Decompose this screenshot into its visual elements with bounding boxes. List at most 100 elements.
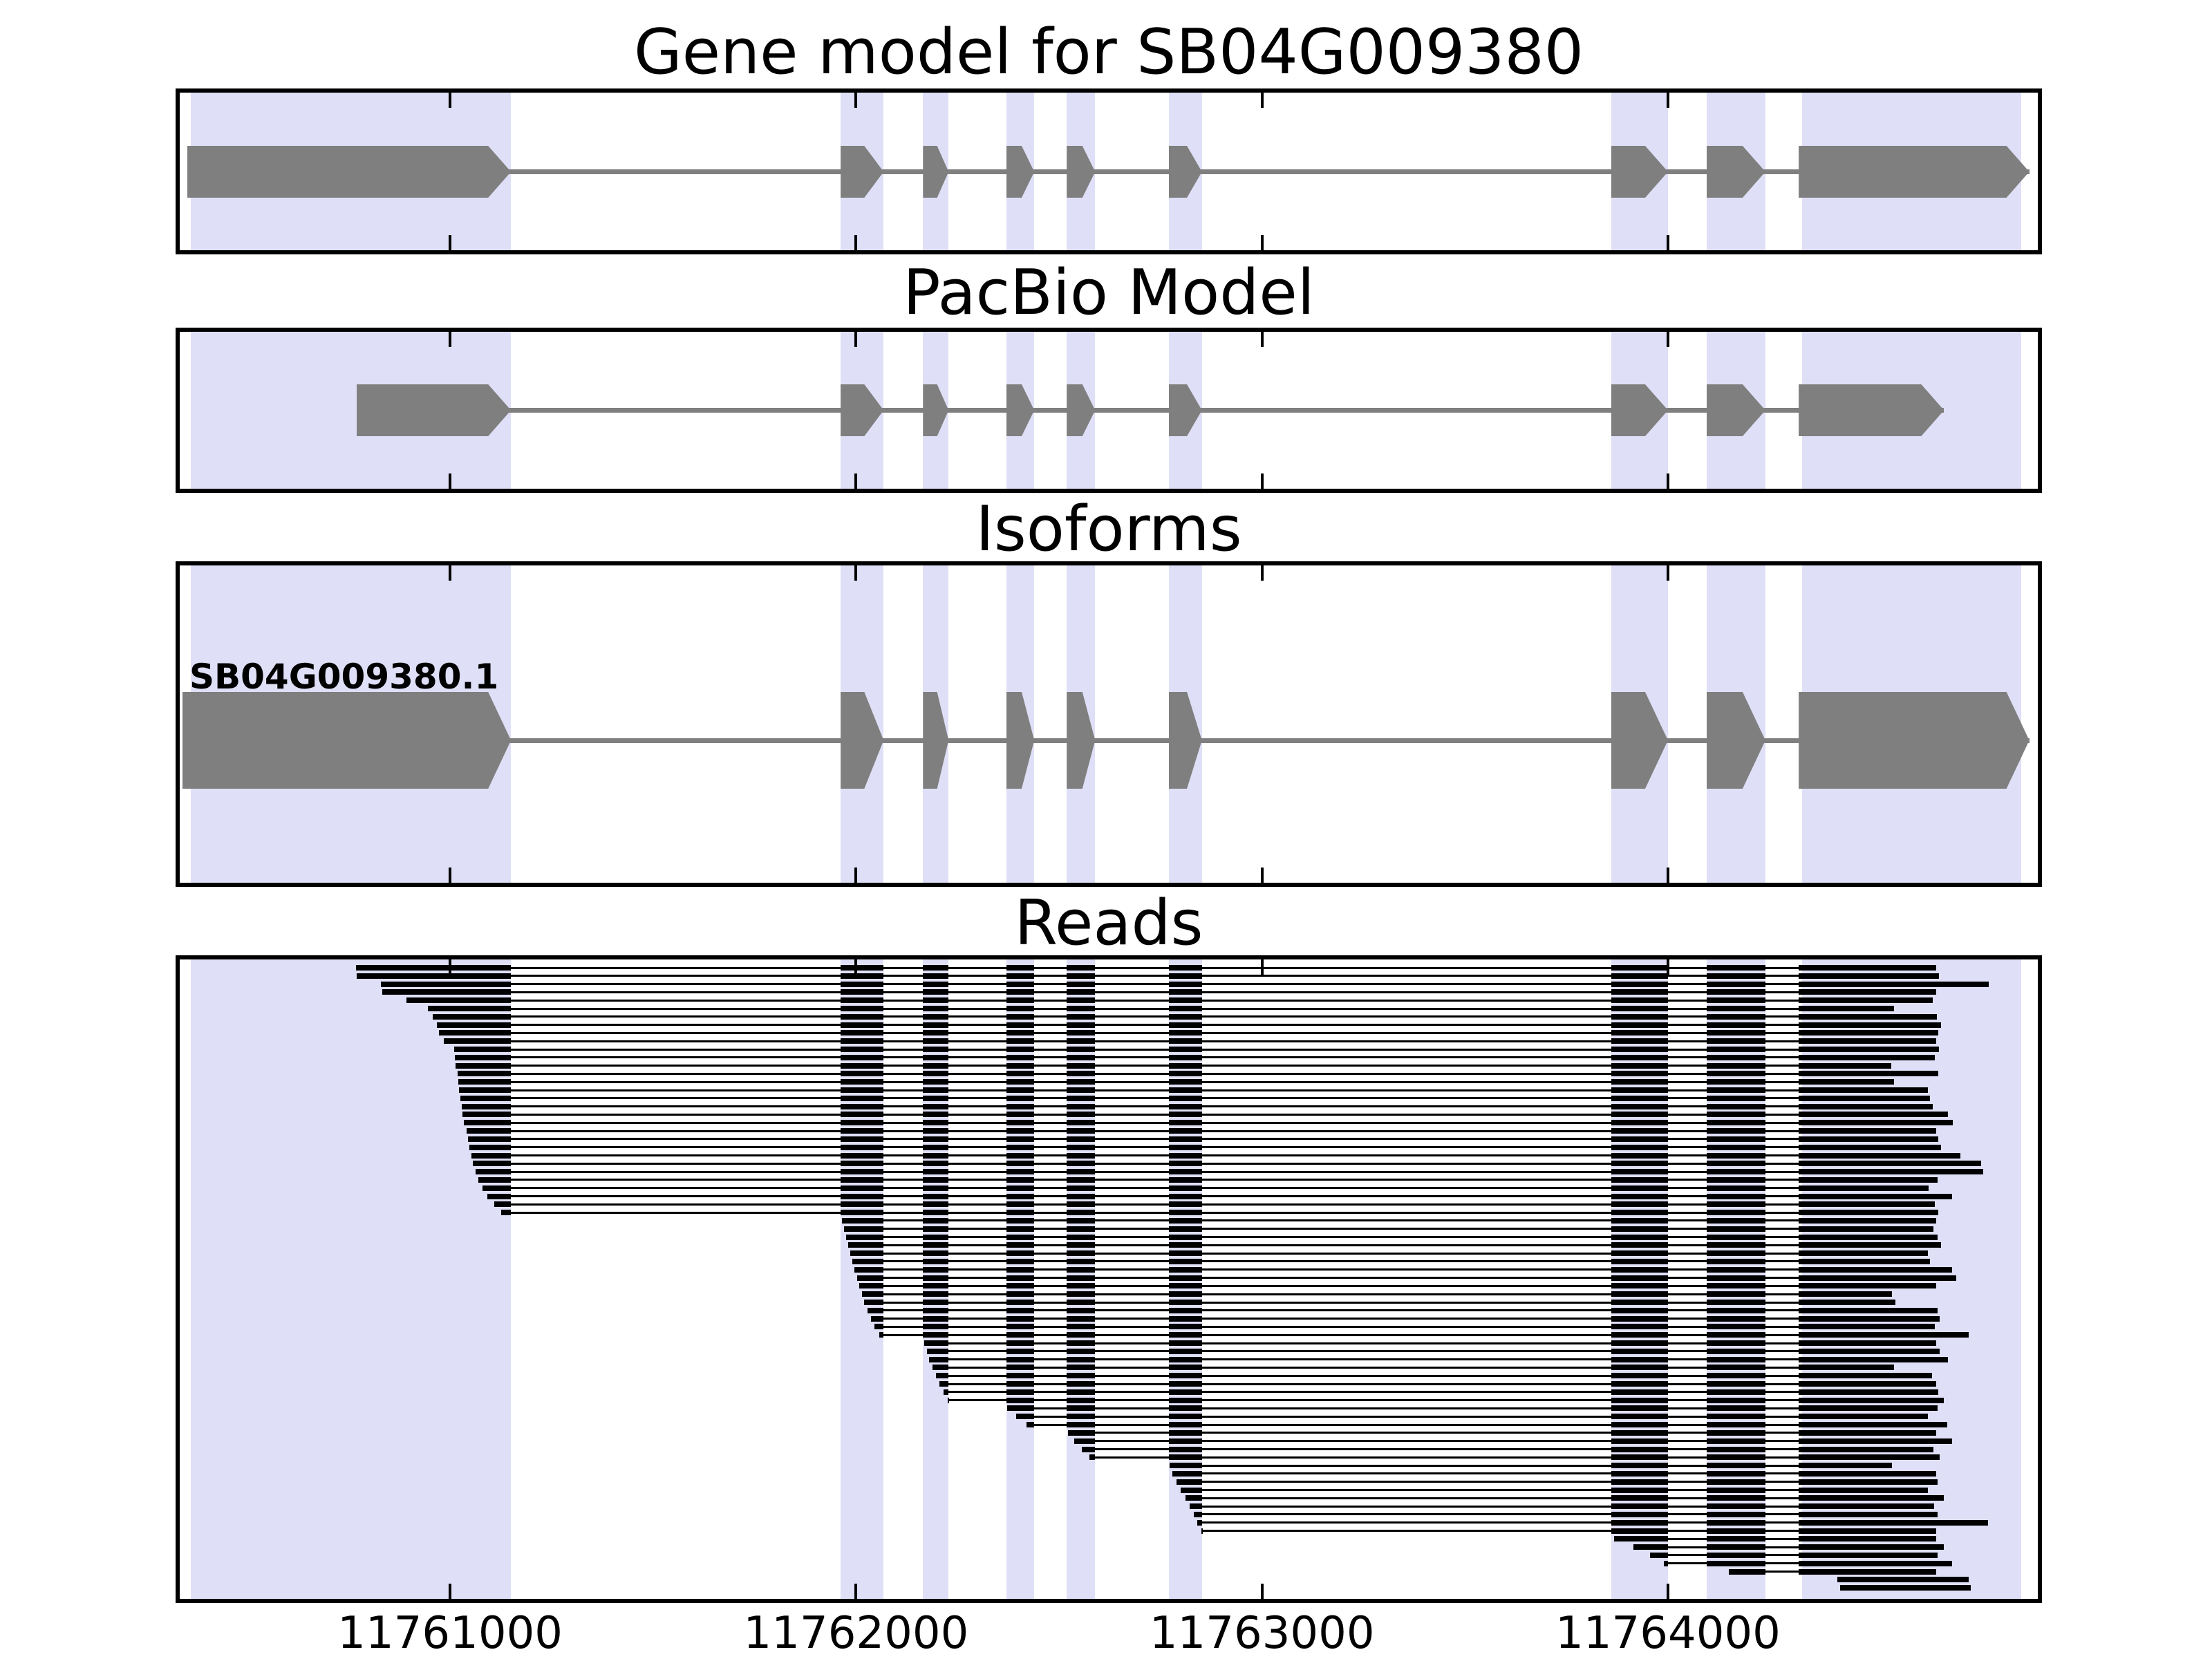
read-exon-block [1067, 1357, 1096, 1362]
read-exon-block [1611, 1120, 1668, 1125]
read-exon-block [1799, 1414, 1928, 1419]
read-exon-block [1611, 1145, 1668, 1150]
read-exon-block [1172, 1471, 1202, 1477]
read-exon-block [1168, 1414, 1202, 1419]
read-exon-block [845, 1235, 884, 1240]
read-exon-block [1611, 1291, 1668, 1297]
read-exon-block [1067, 1120, 1096, 1125]
read-exon-block [1067, 1324, 1096, 1329]
read-exon-block [923, 1128, 949, 1134]
read-exon-block [1168, 1340, 1202, 1346]
read-exon-block [923, 1308, 949, 1313]
read-exon-block [1799, 989, 1936, 995]
read-exon-block [1067, 1112, 1096, 1117]
read-exon-block [870, 1316, 884, 1322]
read-exon-block [1006, 982, 1035, 987]
read-intron-line [867, 1309, 1938, 1311]
read-exon-block [1799, 1014, 1937, 1020]
read-exon-block [1799, 1316, 1940, 1322]
read-exon-block [1649, 1553, 1668, 1558]
read-exon-block [923, 1275, 949, 1281]
read-exon-block [841, 1136, 884, 1142]
read-exon-block [1006, 989, 1035, 995]
read-exon-block [1168, 1169, 1202, 1174]
read-exon-block [1611, 1063, 1668, 1069]
read-exon-block [1067, 973, 1096, 979]
read-exon-block [1664, 1561, 1668, 1566]
read-exon-block [1706, 1324, 1765, 1329]
read-exon-block [1067, 1398, 1096, 1403]
read-exon-block [1611, 1389, 1668, 1395]
read-exon-block [1006, 1177, 1035, 1183]
read-intron-line [475, 1171, 1983, 1173]
read-exon-block [1168, 1291, 1202, 1297]
read-exon-block [1067, 1006, 1096, 1011]
read-exon-block [1067, 1104, 1096, 1109]
read-exon-block [406, 997, 512, 1003]
read-exon-block [1168, 1365, 1202, 1370]
read-intron-line [874, 1326, 1936, 1328]
read-exon-block [1799, 982, 1989, 987]
read-exon-block [1706, 1332, 1765, 1338]
read-exon-block [1706, 1047, 1765, 1052]
read-exon-block [1006, 1349, 1035, 1354]
read-exon-block [1168, 1006, 1202, 1011]
read-exon-block [1611, 1528, 1668, 1534]
read-intron-line [473, 1163, 1982, 1165]
read-exon-block [1799, 1447, 1934, 1452]
read-exon-block [1611, 1283, 1668, 1288]
read-exon-block [841, 1071, 884, 1076]
read-exon-block [433, 1014, 512, 1020]
read-exon-block [1799, 1373, 1932, 1378]
read-exon-block [478, 1177, 512, 1183]
read-exon-block [1611, 1275, 1668, 1281]
read-exon-block [1706, 1022, 1765, 1028]
read-exon-block [1168, 1194, 1202, 1199]
read-exon-block [1706, 1177, 1765, 1183]
read-intron-line [1074, 1440, 1953, 1442]
read-exon-block [1706, 1259, 1765, 1264]
read-exon-block [1611, 1104, 1668, 1109]
axis-tick-mark [854, 868, 858, 883]
read-exon-block [1706, 1128, 1765, 1134]
read-exon-block [1706, 1291, 1765, 1297]
read-exon-block [923, 1177, 949, 1183]
read-exon-block [1706, 997, 1765, 1003]
read-intron-line [856, 1277, 1956, 1279]
read-exon-block [1168, 1226, 1202, 1232]
read-exon-block [932, 1365, 949, 1370]
read-exon-block [1799, 1430, 1936, 1436]
read-exon-block [1706, 1242, 1765, 1248]
read-exon-block [923, 1267, 949, 1273]
read-exon-block [1067, 1014, 1096, 1020]
read-exon-block [1201, 1528, 1203, 1534]
read-exon-block [1611, 1014, 1668, 1020]
read-exon-block [1706, 1471, 1765, 1477]
read-exon-block [1706, 1250, 1765, 1256]
read-exon-block [467, 1136, 512, 1142]
read-exon-block [1799, 1283, 1936, 1288]
axis-tick-mark [1666, 235, 1669, 250]
read-exon-block [1611, 1438, 1668, 1444]
read-exon-block [923, 997, 949, 1003]
read-exon-block [1006, 1112, 1035, 1117]
read-exon-block [1633, 1544, 1668, 1550]
axis-tick-mark [1666, 868, 1669, 883]
read-intron-line [469, 1146, 1941, 1148]
read-intron-line [1190, 1506, 1935, 1508]
read-exon-block [1611, 1112, 1668, 1117]
read-exon-block [923, 1283, 949, 1288]
read-exon-block [466, 1128, 512, 1134]
read-exon-block [1611, 1447, 1668, 1452]
read-exon-block [1067, 1235, 1096, 1240]
read-exon-block [471, 1153, 512, 1159]
read-intron-line [1181, 1489, 1928, 1491]
read-exon-block [1799, 1398, 1944, 1403]
read-exon-block [841, 1161, 884, 1166]
read-exon-block [1067, 1055, 1096, 1060]
read-exon-block [1611, 1381, 1668, 1387]
axis-tick-mark [854, 235, 858, 250]
read-exon-block [1611, 1430, 1668, 1436]
read-exon-block [1006, 1340, 1035, 1346]
read-exon-block [1168, 1438, 1202, 1444]
